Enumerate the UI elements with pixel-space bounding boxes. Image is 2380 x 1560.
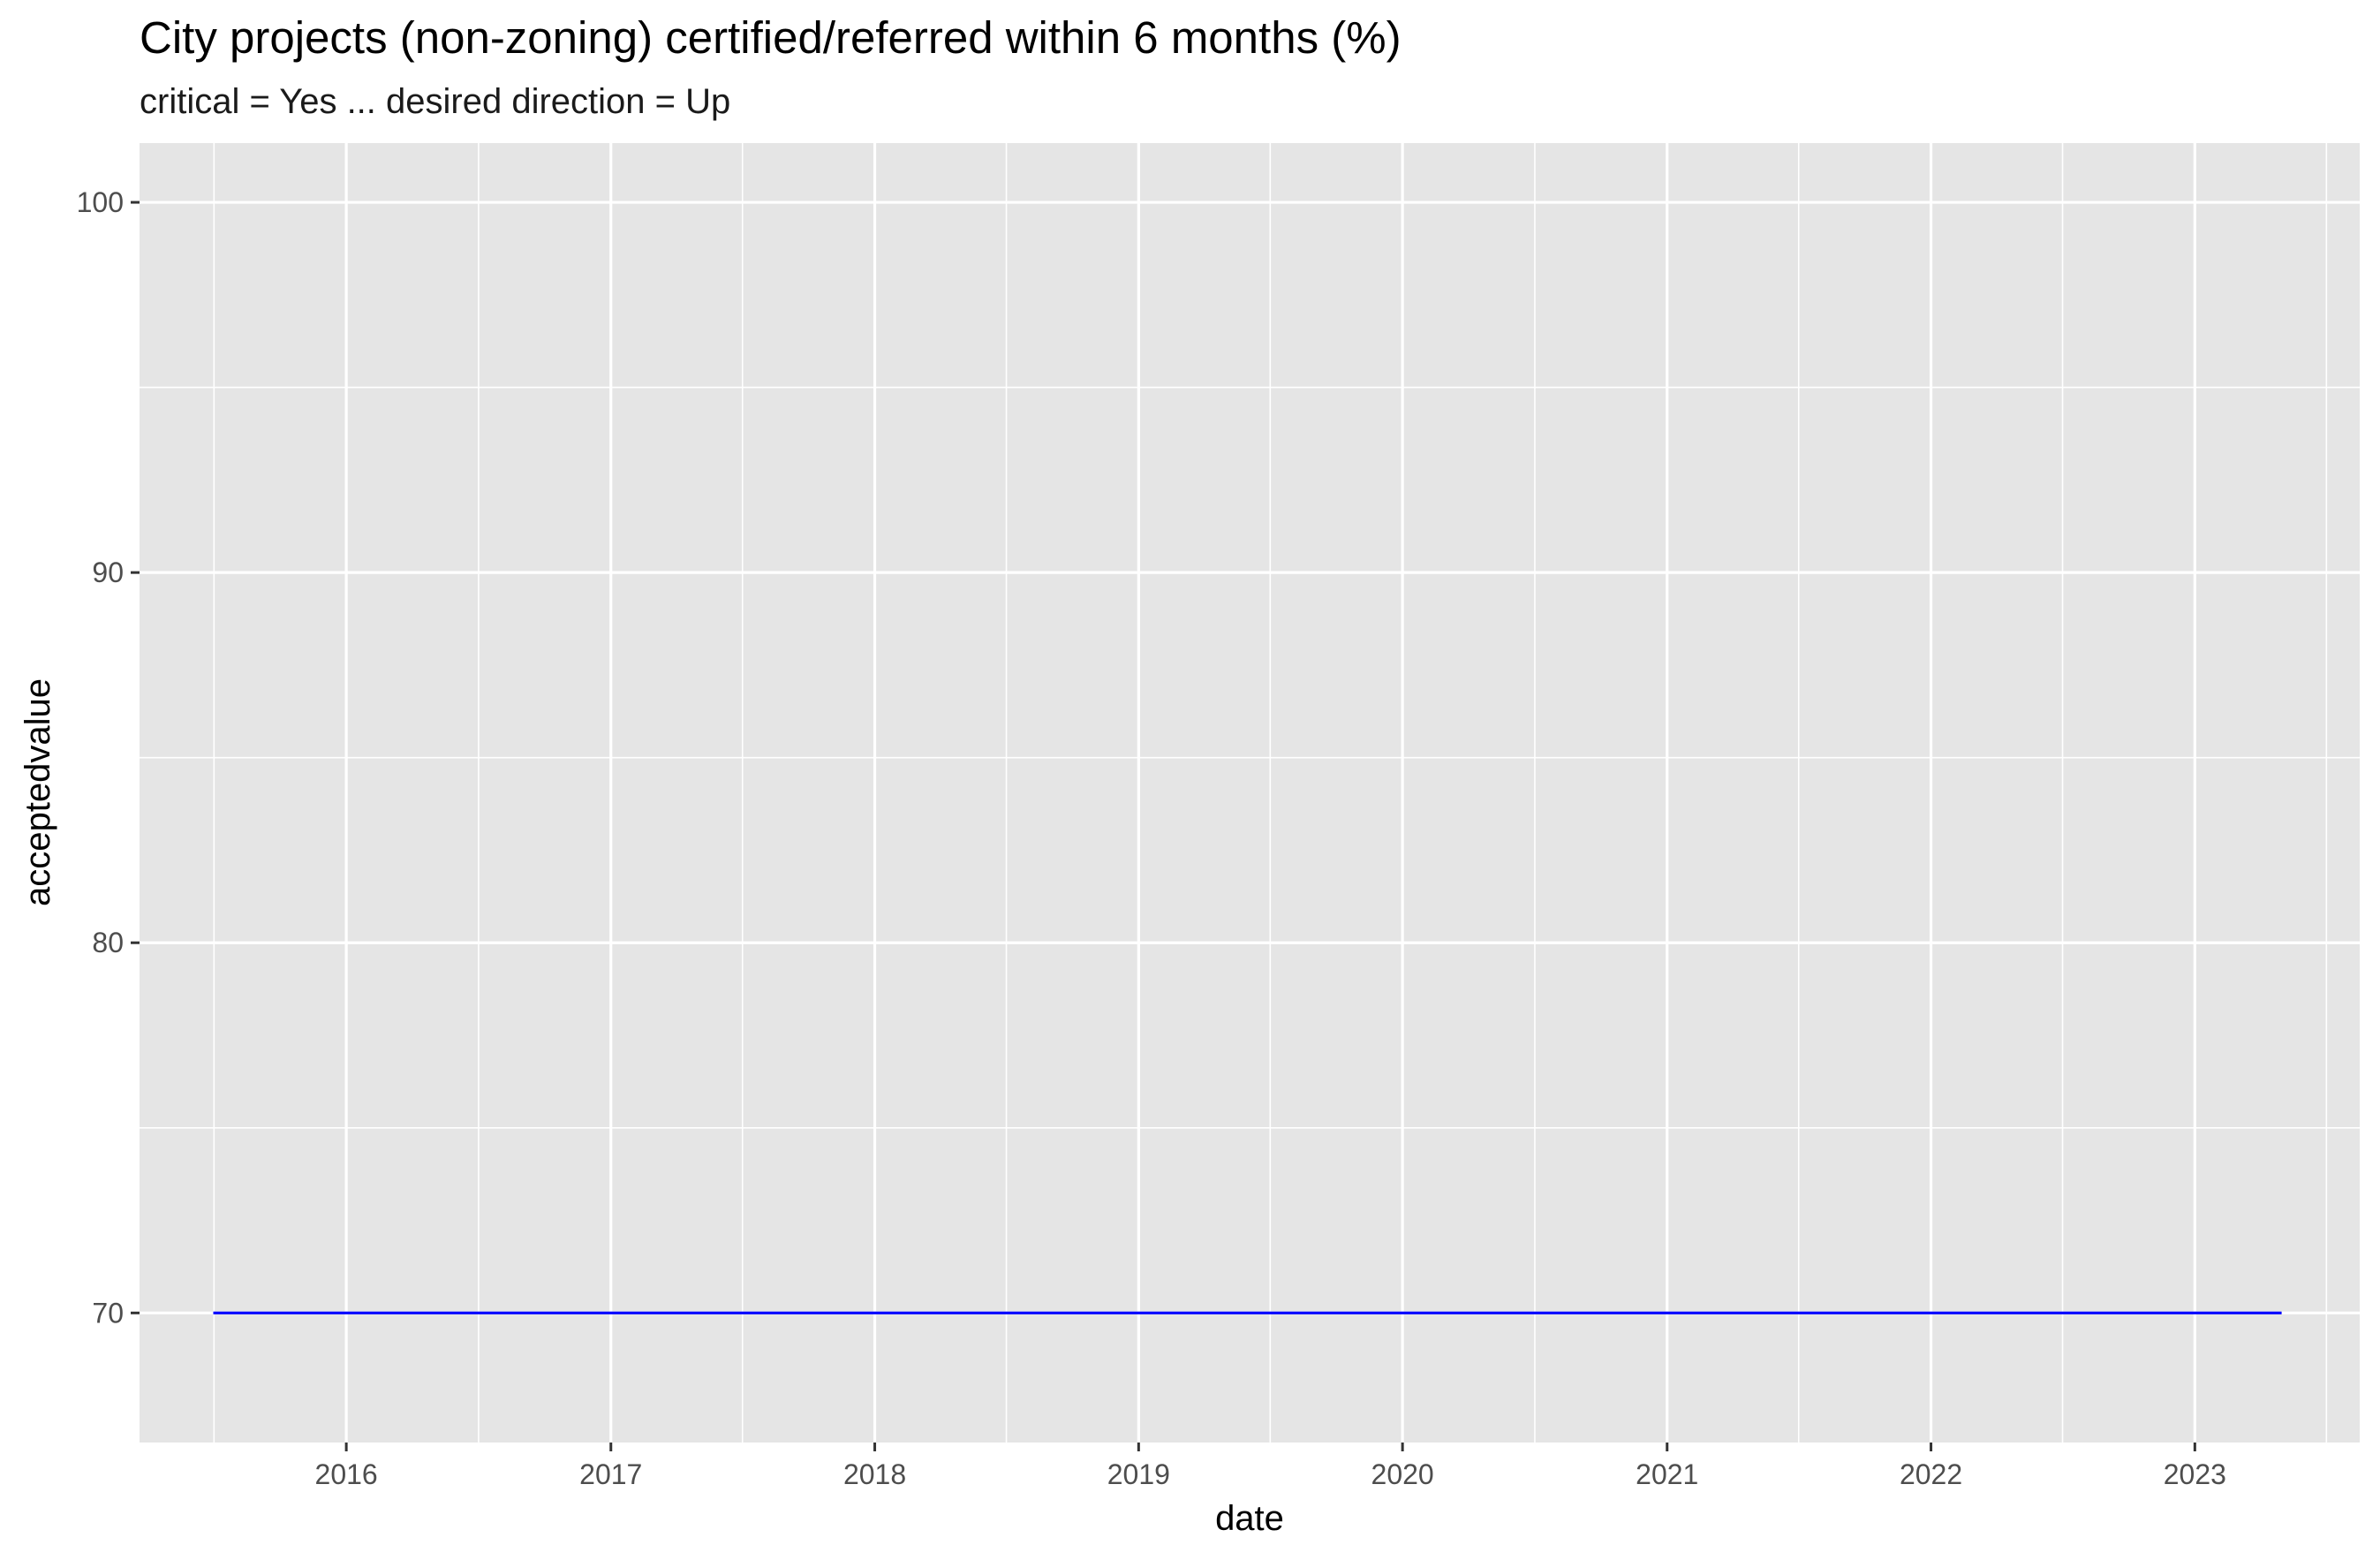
x-tick-label: 2020 bbox=[1371, 1458, 1434, 1490]
minor-gridlines bbox=[140, 143, 2360, 1443]
chart-title: City projects (non-zoning) certified/ref… bbox=[140, 12, 1402, 63]
x-tick-label: 2021 bbox=[1636, 1458, 1698, 1490]
x-axis-title: date bbox=[1215, 1499, 1284, 1538]
y-axis-title: acceptedvalue bbox=[19, 678, 57, 906]
y-tick-label: 90 bbox=[92, 557, 124, 588]
x-axis: 2016 2017 2018 2019 2020 2021 2022 2023 bbox=[315, 1443, 2226, 1490]
y-axis: 70 80 90 100 bbox=[77, 186, 140, 1329]
x-tick-label: 2018 bbox=[843, 1458, 906, 1490]
y-tick-label: 80 bbox=[92, 927, 124, 958]
x-tick-label: 2022 bbox=[1900, 1458, 1962, 1490]
x-tick-label: 2019 bbox=[1107, 1458, 1170, 1490]
y-tick-label: 100 bbox=[77, 186, 124, 218]
plot-panel bbox=[140, 143, 2360, 1443]
x-tick-label: 2023 bbox=[2164, 1458, 2226, 1490]
chart-subtitle: critical = Yes ... desired direction = U… bbox=[140, 82, 730, 121]
x-tick-label: 2016 bbox=[315, 1458, 378, 1490]
y-tick-label: 70 bbox=[92, 1297, 124, 1329]
x-tick-label: 2017 bbox=[579, 1458, 642, 1490]
